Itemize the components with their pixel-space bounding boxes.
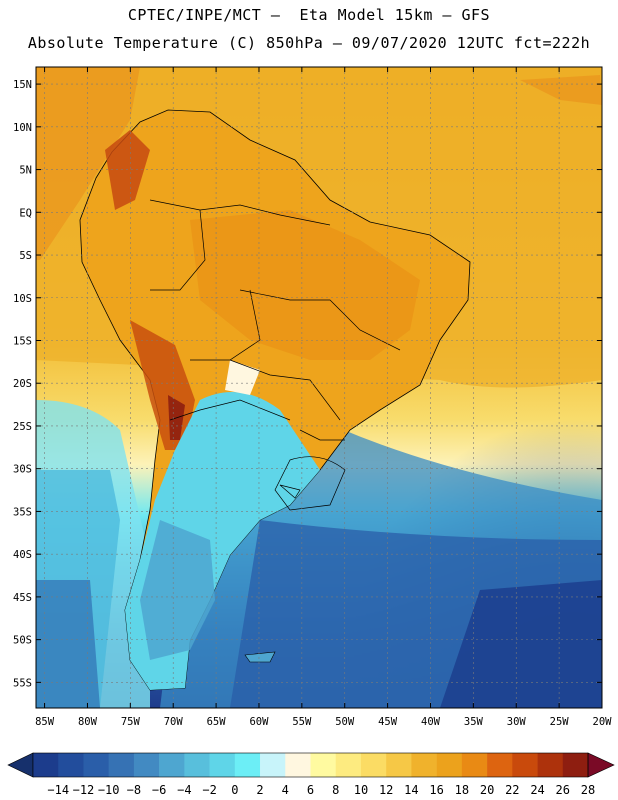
colorbar-swatch — [159, 753, 185, 777]
colorbar-swatch — [133, 753, 160, 777]
colorbar-swatch — [33, 753, 59, 777]
map-border — [35, 66, 603, 709]
lon-tick-label: 80W — [78, 716, 98, 728]
colorbar-label: −4 — [177, 783, 191, 797]
colorbar-label: −6 — [152, 783, 166, 797]
lon-tick-label: 70W — [164, 716, 184, 728]
colorbar-frame — [32, 752, 589, 778]
colorbar-label: 22 — [505, 783, 519, 797]
colorbar-swatch — [184, 753, 210, 777]
lon-tick-label: 60W — [249, 716, 269, 728]
colorbar-label: −8 — [127, 783, 141, 797]
lon-tick-label: 45W — [378, 716, 398, 728]
map-title-line2: Absolute Temperature (C) 850hPa – 09/07/… — [27, 34, 591, 52]
lon-tick-label: 75W — [121, 716, 141, 728]
colorbar-label: 18 — [455, 783, 469, 797]
colorbar-label: 28 — [581, 783, 595, 797]
warm-pacific-north — [36, 67, 140, 260]
colorbar-label: 16 — [429, 783, 443, 797]
colombia-andes-hot — [105, 130, 150, 210]
pacific-coldest — [36, 580, 100, 708]
colorbar-swatch — [360, 753, 387, 777]
lat-tick-label: 10N — [13, 122, 32, 134]
lat-tick-label: 30S — [13, 464, 32, 476]
lat-tick-label: 45S — [13, 592, 32, 604]
colorbar-swatch — [209, 753, 236, 777]
colorbar-label: 26 — [556, 783, 570, 797]
colorbar-label: −14 — [47, 783, 69, 797]
lon-tick-label: 65W — [207, 716, 227, 728]
colorbar-swatch — [310, 753, 337, 777]
colorbar-swatch — [83, 753, 109, 777]
lat-tick-label: 5S — [19, 250, 32, 262]
colorbar-label: −12 — [73, 783, 95, 797]
colorbar-swatch — [411, 753, 437, 777]
lat-tick-label: 55S — [13, 677, 32, 689]
country-borders — [149, 199, 401, 511]
lat-tick-label: 10S — [13, 293, 32, 305]
lon-tick-label: 50W — [335, 716, 355, 728]
lon-tick-label: 40W — [421, 716, 441, 728]
colorbar-label: 0 — [231, 783, 238, 797]
lat-tick-label: EQ — [19, 207, 32, 219]
colorbar-swatch — [335, 753, 362, 777]
colorbar: −14 −12 −10 −8 −6 −4 −2 0 2 4 6 8 10 12 14 16 18 20 22 24 26… — [7, 752, 615, 797]
colorbar-swatch — [562, 753, 589, 777]
colorbar-label: 24 — [530, 783, 544, 797]
colorbar-swatch — [461, 753, 488, 777]
colorbar-swatch — [386, 753, 412, 777]
colorbar-end-high — [587, 752, 615, 778]
colorbar-swatch — [234, 753, 261, 777]
map-title-line1: CPTEC/INPE/MCT – Eta Model 15km – GFS — [127, 6, 491, 24]
lat-tick-label: 15N — [13, 79, 32, 91]
lon-tick-label: 55W — [292, 716, 312, 728]
colorbar-label: 20 — [480, 783, 494, 797]
colorbar-label: 12 — [379, 783, 393, 797]
chaco-transition — [225, 360, 260, 395]
colorbar-label: −10 — [98, 783, 120, 797]
colorbar-label: 8 — [332, 783, 339, 797]
colorbar-swatch — [512, 753, 538, 777]
lat-tick-label: 40S — [13, 549, 32, 561]
colorbar-swatch — [537, 753, 564, 777]
lon-tick-label: 35W — [464, 716, 484, 728]
colorbar-swatch — [58, 753, 84, 777]
colorbar-label: 14 — [404, 783, 418, 797]
atlantic-coldest — [440, 580, 602, 708]
lat-tick-label: 20S — [13, 378, 32, 390]
lon-tick-label: 20W — [593, 716, 613, 728]
lon-tick-label: 25W — [550, 716, 570, 728]
caribbean-warm — [520, 75, 602, 105]
lat-tick-label: 35S — [13, 506, 32, 518]
colorbar-label: 4 — [282, 783, 289, 797]
amazon-warm — [190, 210, 420, 360]
lat-tick-label: 25S — [13, 421, 32, 433]
colorbar-label: −2 — [202, 783, 216, 797]
patagonia-cold — [140, 520, 215, 660]
colorbar-swatch — [260, 753, 286, 777]
colorbar-label: 6 — [307, 783, 314, 797]
lat-tick-label: 5N — [19, 165, 32, 177]
colorbar-label: 10 — [354, 783, 368, 797]
map-plot-area — [36, 67, 602, 708]
falkland-islands — [244, 651, 276, 663]
lat-tick-label: 15S — [13, 335, 32, 347]
colorbar-label: 2 — [256, 783, 263, 797]
map-gridlines — [36, 67, 603, 708]
colorbar-swatch — [436, 753, 463, 777]
longitude-axis: 85W 80W 75W 70W 65W 60W 55W 50W 45W 40W 35W 30W 25W 2… — [35, 67, 612, 728]
lat-tick-label: 50S — [13, 635, 32, 647]
lon-tick-label: 85W — [35, 716, 55, 728]
lon-tick-label: 30W — [507, 716, 527, 728]
colorbar-swatch — [285, 753, 311, 777]
colorbar-swatch — [108, 753, 135, 777]
latitude-axis: 15N 10N 5N EQ 5S 10S 15S 20S 25S 30S 35S 40S 45S 50S 5… — [13, 79, 602, 689]
colorbar-end-low — [7, 752, 34, 778]
colorbar-swatch — [487, 753, 513, 777]
